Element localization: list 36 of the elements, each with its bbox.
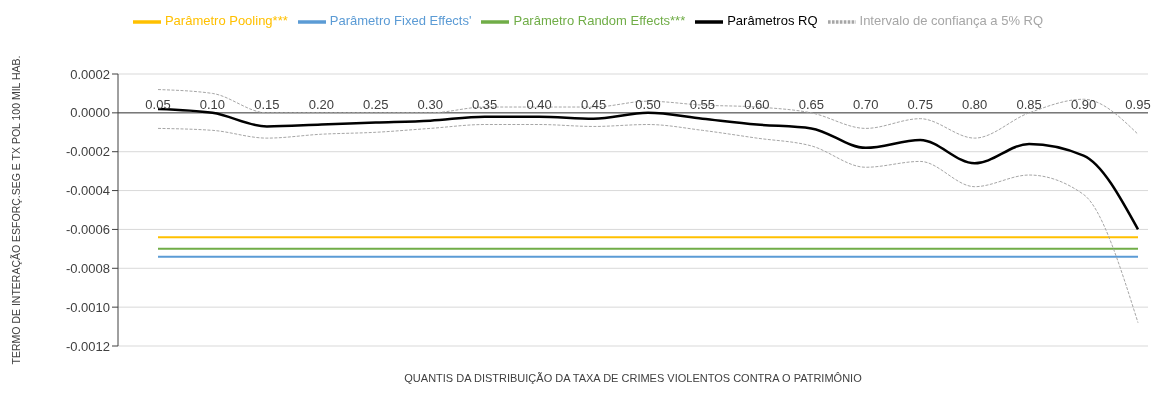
x-tick-label: 0.95	[1125, 96, 1151, 112]
line-series	[156, 107, 1140, 231]
y-tick-label: -0.0008	[65, 260, 110, 276]
x-tick-label: 0.30	[417, 96, 443, 112]
x-tick-label: 0.20	[308, 96, 334, 112]
x-tick-label: 0.65	[798, 96, 824, 112]
x-tick-label: 0.60	[744, 96, 770, 112]
x-tick-label: 0.75	[907, 96, 933, 112]
legend-label: Parâmetro Pooling***	[164, 13, 288, 29]
x-tick-label: 0.25	[363, 96, 389, 112]
x-tick-label: 0.55	[689, 96, 716, 112]
x-tick-label: 0.05	[145, 96, 171, 112]
y-tick-label: 0.0002	[70, 66, 110, 82]
x-tick-label: 0.15	[254, 96, 280, 112]
line-series	[157, 124, 1139, 324]
x-tick-label: 0.85	[1016, 96, 1042, 112]
y-axis-title: TERMO DE INTERAÇÃO ESFORÇ.SEG E TX POL 100 MIL HAB.	[9, 55, 22, 365]
x-tick-label: 0.70	[853, 96, 879, 112]
x-tick-label: 0.40	[526, 96, 552, 112]
y-tick-label: -0.0012	[65, 338, 110, 354]
x-tick-label: 0.45	[580, 96, 607, 112]
y-tick-label: -0.0004	[65, 183, 110, 199]
legend-label: Intervalo de confiança a 5% RQ	[859, 13, 1044, 29]
x-axis-title: QUANTIS DA DISTRIBUIÇÃO DA TAXA DE CRIMES VIOLENTOS CONTRA O PATRIMÔNIO	[403, 372, 863, 384]
legend-label: Parâmetros RQ	[727, 13, 818, 29]
x-tick-label: 0.90	[1070, 96, 1097, 112]
y-tick-label: -0.0006	[65, 222, 110, 238]
x-tick-label: 0.50	[635, 96, 661, 112]
y-tick-label: -0.0002	[65, 144, 110, 160]
legend-label: Parâmetro Random Effects***	[513, 13, 686, 29]
y-tick-label: 0.0000	[70, 105, 110, 121]
x-tick-label: 0.10	[199, 96, 226, 112]
x-tick-label: 0.35	[472, 96, 498, 112]
y-tick-label: -0.0010	[65, 299, 110, 315]
x-tick-label: 0.80	[962, 96, 988, 112]
legend-label: Parâmetro Fixed Effects'	[329, 13, 472, 29]
